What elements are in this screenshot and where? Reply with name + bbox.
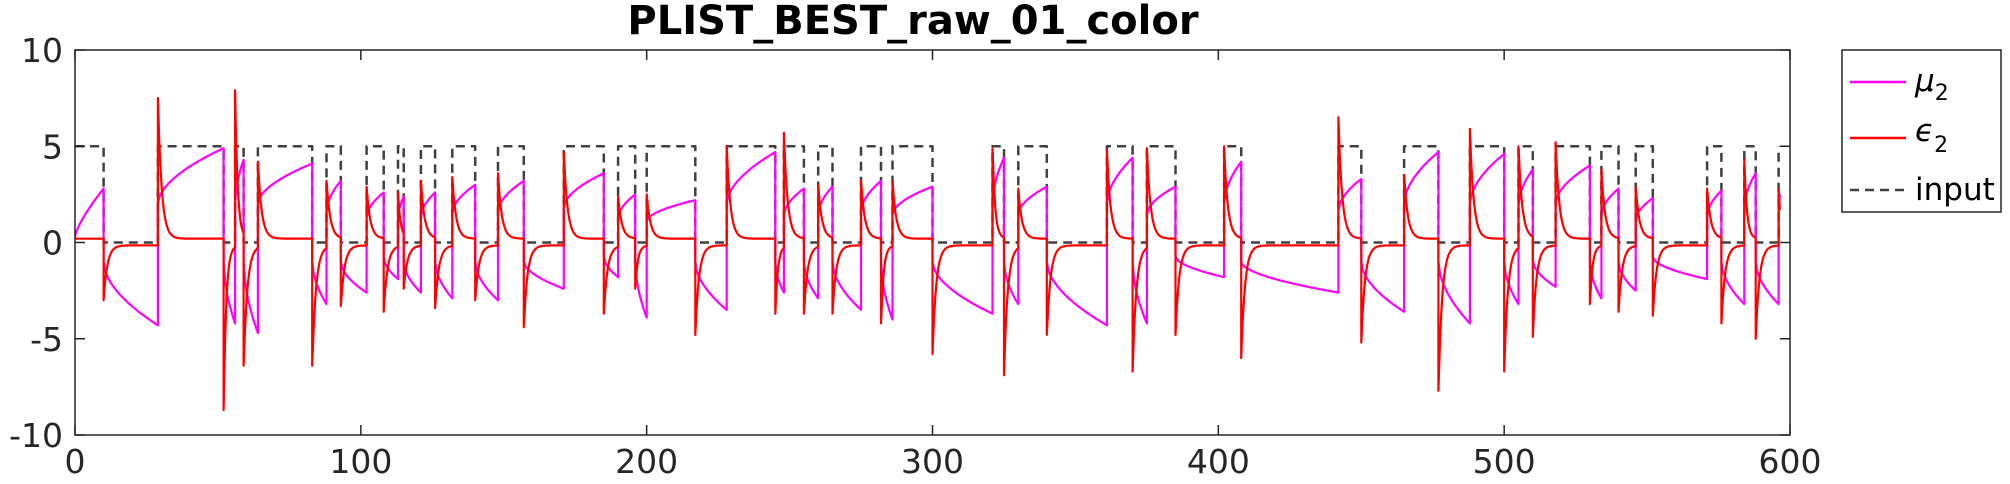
x-tick-label: 400 [1187, 442, 1250, 481]
y-tick-label: 0 [42, 224, 63, 263]
x-tick-label: 200 [615, 442, 678, 481]
y-tick-label: -10 [9, 416, 63, 455]
series-eps2-line [75, 89, 1782, 412]
x-tick-label: 0 [65, 442, 86, 481]
legend-label-input: input [1915, 172, 1995, 208]
ticks-layer: 0 100 200 300 400 500 600 -10 -5 0 5 10 [9, 31, 1821, 481]
legend-label-mu2: μ2 [1914, 63, 1949, 106]
y-tick-label: 10 [21, 31, 63, 70]
legend: μ2 ϵ2 input [1841, 49, 2002, 213]
x-tick-label: 500 [1473, 442, 1536, 481]
legend-eps-symbol: ϵ [1915, 113, 1934, 149]
legend-label-eps2: ϵ2 [1915, 113, 1948, 158]
y-tick-label: -5 [30, 320, 63, 359]
x-tick-label: 600 [1759, 442, 1822, 481]
legend-eps-subscript: 2 [1934, 133, 1948, 158]
x-tick-label: 300 [901, 442, 964, 481]
series-mu2-line [75, 147, 1782, 335]
series-layer [75, 89, 1782, 412]
legend-mu-symbol: μ [1914, 63, 1935, 99]
series-input-line [75, 145, 1780, 244]
x-tick-label: 100 [329, 442, 392, 481]
chart-title: PLIST_BEST_raw_01_color [627, 0, 1198, 44]
y-tick-label: 5 [42, 127, 63, 166]
legend-mu-subscript: 2 [1935, 81, 1949, 106]
legend-box [1841, 49, 2002, 213]
